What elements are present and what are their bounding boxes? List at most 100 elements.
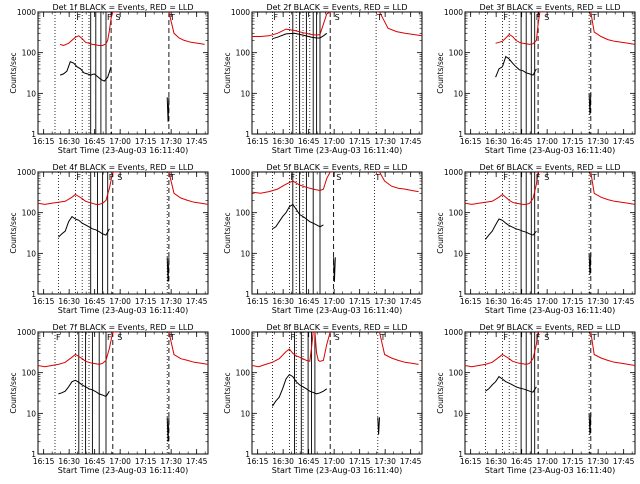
x-tick-label: 17:45 xyxy=(613,297,635,306)
x-tick-label: 16:45 xyxy=(298,137,320,146)
events-series-line xyxy=(59,61,112,82)
x-tick-label: 17:15 xyxy=(135,297,157,306)
marker-label: F xyxy=(503,13,508,22)
y-tick-label: 1000 xyxy=(444,328,463,337)
x-tick-label: 17:30 xyxy=(587,297,609,306)
y-tick-label: 10 xyxy=(26,409,36,418)
lld-series-line xyxy=(376,12,422,37)
x-tick-label: 17:45 xyxy=(186,457,208,466)
plot-frame xyxy=(251,331,423,455)
x-tick-label: 16:45 xyxy=(298,297,320,306)
x-tick-label: 16:30 xyxy=(272,457,294,466)
marker-label: S xyxy=(117,333,122,342)
x-tick-label: 16:30 xyxy=(58,297,80,306)
x-tick-label: 17:45 xyxy=(613,137,635,146)
marker-label: F xyxy=(76,173,81,182)
events-series-line xyxy=(588,253,592,275)
plot-area xyxy=(252,12,422,134)
marker-label: F xyxy=(503,173,508,182)
y-tick-label: 100 xyxy=(236,49,251,58)
x-tick-label: 16:45 xyxy=(84,137,106,146)
plot-frame xyxy=(464,11,636,135)
x-axis-label: Start Time (23-Aug-03 16:11:40) xyxy=(272,306,403,315)
y-tick-label: 10 xyxy=(453,409,463,418)
x-tick-label: 16:30 xyxy=(485,297,507,306)
x-tick-label: 17:00 xyxy=(109,297,131,306)
lld-series-line xyxy=(374,172,419,193)
marker-label: T xyxy=(591,13,597,22)
x-tick-label: 16:15 xyxy=(33,137,55,146)
panel-title: Det 9f BLACK = Events, RED = LLD xyxy=(479,323,620,332)
marker-label: F xyxy=(273,13,278,22)
lld-series-line xyxy=(252,12,334,37)
x-tick-label: 16:15 xyxy=(33,457,55,466)
events-series-line xyxy=(485,218,537,240)
events-series-line xyxy=(58,215,110,238)
x-tick-label: 17:15 xyxy=(562,297,584,306)
y-tick-label: 10 xyxy=(26,89,36,98)
marker-label: T xyxy=(591,173,597,182)
y-tick-label: 100 xyxy=(236,209,251,218)
x-axis-label: Start Time (23-Aug-03 16:11:40) xyxy=(485,146,616,155)
x-tick-label: 17:00 xyxy=(109,137,131,146)
x-tick-label: 17:00 xyxy=(323,137,345,146)
y-tick-label: 1 xyxy=(31,130,36,139)
x-tick-label: 17:15 xyxy=(135,457,157,466)
x-axis-label: Start Time (23-Aug-03 16:11:40) xyxy=(58,146,189,155)
lld-series-line xyxy=(590,172,635,205)
panel-6: Det 6f BLACK = Events, RED = LLD 1 10 100 10… xyxy=(436,163,636,315)
x-tick-label: 17:45 xyxy=(400,457,422,466)
events-series-line xyxy=(588,93,592,115)
x-tick-label: 16:15 xyxy=(33,297,55,306)
lld-series-line xyxy=(495,12,547,45)
marker-label: S xyxy=(336,173,341,182)
lld-series-line xyxy=(252,332,331,368)
x-tick-label: 17:30 xyxy=(160,297,182,306)
x-tick-label: 16:45 xyxy=(298,457,320,466)
panel-title: Det 1f BLACK = Events, RED = LLD xyxy=(52,3,193,12)
plot-area xyxy=(38,172,208,294)
panel-title: Det 5f BLACK = Events, RED = LLD xyxy=(266,163,407,172)
y-tick-label: 1000 xyxy=(231,328,250,337)
y-tick-label: 10 xyxy=(240,89,250,98)
y-tick-label: 1000 xyxy=(17,8,36,17)
panel-title: Det 3f BLACK = Events, RED = LLD xyxy=(479,3,620,12)
y-axis-label: Counts/sec xyxy=(9,212,18,253)
x-tick-label: 17:00 xyxy=(536,137,558,146)
y-tick-label: 1 xyxy=(458,130,463,139)
marker-label: F xyxy=(536,173,541,182)
y-tick-label: 1 xyxy=(458,450,463,459)
y-axis-label: Counts/sec xyxy=(223,212,232,253)
x-tick-label: 16:45 xyxy=(84,457,106,466)
y-tick-label: 100 xyxy=(236,369,251,378)
y-tick-label: 1000 xyxy=(444,168,463,177)
x-tick-label: 17:30 xyxy=(374,137,396,146)
x-tick-label: 17:00 xyxy=(109,457,131,466)
plot-frame xyxy=(37,11,209,135)
x-tick-label: 17:15 xyxy=(349,457,371,466)
y-tick-label: 1000 xyxy=(17,168,36,177)
x-axis-label: Start Time (23-Aug-03 16:11:40) xyxy=(58,466,189,475)
x-tick-label: 16:30 xyxy=(485,137,507,146)
y-tick-label: 100 xyxy=(22,209,37,218)
x-tick-label: 17:00 xyxy=(323,297,345,306)
marker-label: F xyxy=(503,333,508,342)
x-axis-label: Start Time (23-Aug-03 16:11:40) xyxy=(485,306,616,315)
x-tick-label: 16:45 xyxy=(511,297,533,306)
x-tick-label: 16:15 xyxy=(460,457,482,466)
x-tick-label: 17:30 xyxy=(374,297,396,306)
plot-frame xyxy=(251,11,423,135)
y-tick-label: 10 xyxy=(240,409,250,418)
events-series-line xyxy=(166,257,170,282)
marker-label: S xyxy=(335,333,340,342)
plot-area xyxy=(252,172,419,294)
y-axis-label: Counts/sec xyxy=(9,52,18,93)
lld-series-line xyxy=(38,332,120,368)
x-tick-label: 17:15 xyxy=(135,137,157,146)
x-axis-label: Start Time (23-Aug-03 16:11:40) xyxy=(272,146,403,155)
x-tick-label: 16:15 xyxy=(460,137,482,146)
panel-5: Det 5f BLACK = Events, RED = LLD 1 10 100 10… xyxy=(223,163,423,315)
x-tick-label: 16:45 xyxy=(511,137,533,146)
